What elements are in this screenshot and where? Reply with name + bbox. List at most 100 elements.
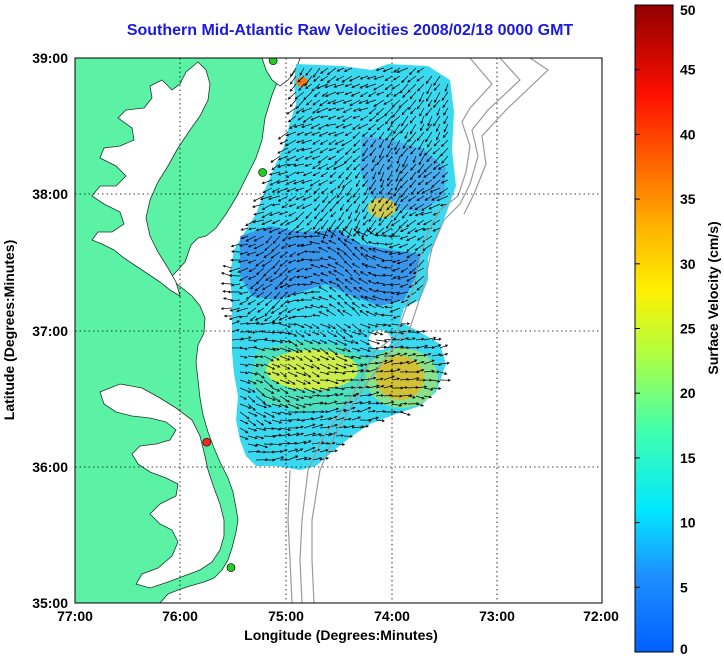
velocity-arrow	[329, 179, 337, 184]
velocity-arrow	[399, 370, 409, 374]
velocity-arrow	[383, 211, 393, 220]
velocity-arrow	[375, 242, 385, 245]
velocity-arrow	[279, 259, 289, 267]
velocity-arrow	[395, 171, 401, 183]
velocity-arrow	[305, 83, 313, 89]
velocity-arrow	[279, 395, 291, 403]
velocity-arrow	[271, 347, 281, 351]
velocity-arrow	[312, 99, 321, 106]
velocity-arrow	[354, 211, 361, 222]
velocity-arrow	[362, 147, 369, 157]
velocity-arrow	[366, 229, 377, 237]
velocity-arrow	[335, 123, 345, 129]
velocity-arrow	[407, 395, 416, 399]
velocity-arrow	[304, 187, 313, 193]
velocity-arrow	[385, 115, 393, 125]
velocity-arrow	[358, 99, 369, 104]
velocity-arrow	[303, 331, 312, 336]
y-tick-label: 39:00	[32, 50, 68, 66]
velocity-arrow	[439, 371, 448, 375]
velocity-arrow	[386, 147, 393, 158]
velocity-arrow	[384, 107, 393, 117]
velocity-arrow	[342, 310, 353, 317]
velocity-arrow	[400, 123, 409, 134]
velocity-arrow	[351, 363, 364, 367]
velocity-arrow	[271, 163, 281, 171]
velocity-arrow	[371, 163, 377, 172]
velocity-arrow	[378, 147, 385, 159]
velocity-arrow	[351, 339, 359, 345]
velocity-arrow	[406, 291, 417, 298]
velocity-arrow	[279, 139, 289, 145]
velocity-arrow	[303, 395, 313, 399]
velocity-arrow	[399, 83, 409, 94]
velocity-arrow	[399, 283, 409, 288]
velocity-arrow	[271, 371, 280, 376]
velocity-arrow	[295, 235, 305, 239]
velocity-arrow	[361, 163, 369, 171]
velocity-arrow	[441, 171, 449, 178]
velocity-arrow	[310, 264, 321, 269]
velocity-arrow	[248, 227, 257, 231]
velocity-arrow	[287, 347, 300, 353]
velocity-arrow	[375, 384, 385, 389]
velocity-arrow	[375, 304, 385, 309]
velocity-arrow	[379, 139, 385, 149]
velocity-arrow	[274, 283, 281, 290]
velocity-arrow	[261, 179, 273, 185]
velocity-arrow	[305, 67, 313, 76]
velocity-arrow	[375, 281, 385, 285]
velocity-arrow	[319, 371, 330, 376]
velocity-arrow	[367, 241, 377, 245]
velocity-arrow	[311, 296, 321, 301]
velocity-arrow	[238, 315, 249, 319]
velocity-arrow	[287, 235, 297, 240]
velocity-arrow	[335, 393, 344, 397]
velocity-arrow	[393, 67, 401, 73]
velocity-arrow	[378, 187, 385, 195]
velocity-arrow	[375, 377, 384, 381]
velocity-arrow	[309, 304, 321, 309]
velocity-arrow	[296, 131, 305, 136]
velocity-arrow	[239, 336, 252, 341]
velocity-arrow	[424, 195, 433, 201]
velocity-arrow	[343, 260, 353, 269]
velocity-arrow	[399, 179, 409, 189]
velocity-arrow	[370, 187, 377, 195]
velocity-arrow	[271, 243, 281, 253]
velocity-arrow	[440, 179, 449, 184]
velocity-arrow	[319, 257, 329, 261]
velocity-arrow	[330, 227, 337, 239]
velocity-arrow	[335, 107, 345, 111]
velocity-arrow	[353, 163, 361, 171]
velocity-arrow	[287, 379, 296, 385]
velocity-arrow	[324, 83, 337, 88]
delaware-bay	[261, 58, 301, 87]
velocity-arrow	[304, 155, 313, 160]
velocity-arrow	[285, 139, 297, 147]
radar-station-marker	[258, 168, 267, 177]
velocity-arrow	[359, 400, 372, 405]
velocity-arrow	[320, 171, 329, 178]
velocity-arrow	[375, 359, 388, 365]
velocity-arrow	[358, 107, 369, 112]
velocity-arrow	[408, 67, 417, 76]
velocity-arrow	[327, 407, 340, 413]
velocity-arrow	[273, 267, 281, 275]
velocity-arrow	[351, 307, 361, 317]
velocity-arrow	[303, 315, 313, 319]
velocity-arrow	[353, 269, 361, 277]
velocity-arrow	[247, 379, 257, 385]
velocity-arrow	[333, 163, 345, 170]
velocity-arrow	[302, 283, 313, 287]
velocity-arrow	[287, 455, 299, 461]
y-tick-label: 36:00	[32, 459, 68, 475]
velocity-arrow	[279, 427, 292, 432]
velocity-arrow	[400, 227, 409, 232]
velocity-arrow	[296, 283, 305, 286]
velocity-arrow	[239, 403, 252, 409]
velocity-arrow	[399, 393, 413, 397]
velocity-arrow	[367, 331, 378, 336]
velocity-arrow	[325, 163, 337, 170]
velocity-arrow	[351, 263, 361, 269]
